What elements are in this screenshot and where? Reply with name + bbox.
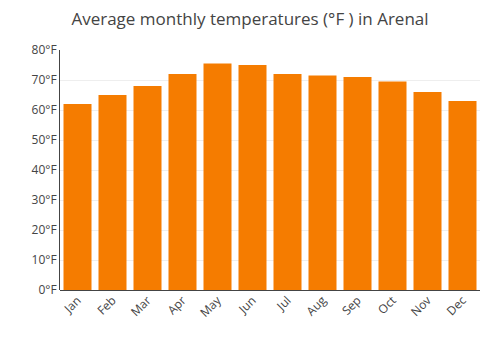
svg-text:Nov: Nov: [407, 292, 435, 320]
svg-text:Dec: Dec: [443, 292, 470, 319]
svg-text:Sep: Sep: [338, 292, 365, 319]
svg-text:0°F: 0°F: [38, 281, 56, 298]
svg-text:Jun: Jun: [234, 292, 259, 317]
svg-text:50°F: 50°F: [32, 131, 57, 148]
svg-text:80°F: 80°F: [32, 41, 57, 58]
svg-text:70°F: 70°F: [32, 71, 57, 88]
svg-text:Jan: Jan: [60, 292, 85, 317]
svg-text:60°F: 60°F: [32, 101, 57, 118]
svg-text:May: May: [196, 291, 225, 320]
svg-text:Oct: Oct: [374, 292, 400, 318]
svg-text:Aug: Aug: [302, 292, 330, 320]
svg-text:Mar: Mar: [127, 292, 155, 320]
svg-text:Feb: Feb: [93, 292, 119, 318]
svg-text:20°F: 20°F: [32, 221, 57, 238]
svg-text:10°F: 10°F: [32, 251, 57, 268]
svg-text:Jul: Jul: [272, 292, 294, 314]
svg-text:Average monthly temperatures (: Average monthly temperatures (°F ) in Ar…: [71, 7, 428, 30]
svg-text:30°F: 30°F: [32, 191, 57, 208]
svg-text:40°F: 40°F: [32, 161, 57, 178]
svg-text:Apr: Apr: [164, 292, 190, 318]
